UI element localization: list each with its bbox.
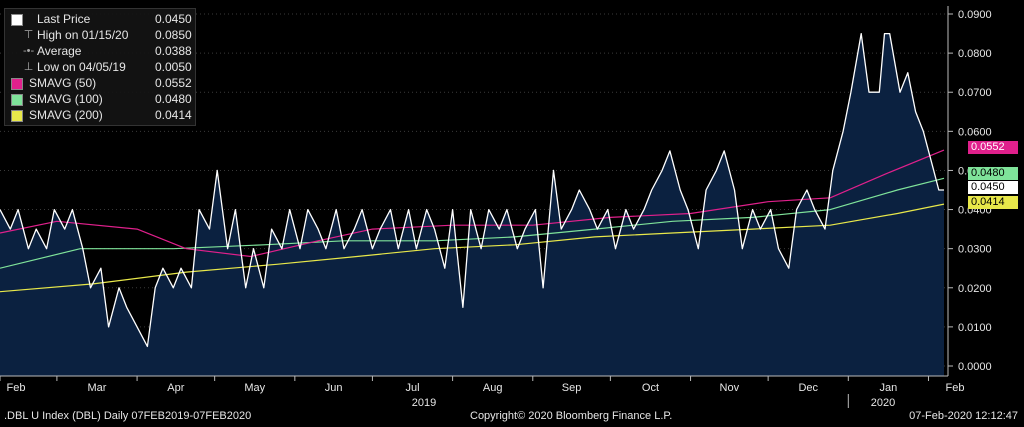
sma200-value-tag: 0.0414: [968, 196, 1018, 209]
legend-value: 0.0388: [155, 44, 192, 58]
legend-sma100: SMAVG (100) 0.0480: [11, 92, 192, 107]
legend-label: Low on 04/05/19: [37, 60, 126, 74]
legend-high: ⊤ High on 01/15/20 0.0850: [11, 28, 192, 43]
legend-label: SMAVG (50): [29, 76, 97, 90]
sma50-line: [0, 149, 945, 258]
legend-sma200: SMAVG (200) 0.0414: [11, 108, 192, 123]
y-tick-label: 0.0200: [958, 283, 992, 295]
legend-value: 0.0850: [155, 28, 192, 42]
y-tick-label: 0.0700: [958, 87, 992, 99]
average-marker-icon: -•-: [23, 45, 35, 57]
legend-value: 0.0480: [155, 92, 192, 106]
legend-label: High on 01/15/20: [37, 28, 129, 42]
legend-last-price: Last Price 0.0450: [11, 12, 192, 27]
year-label: 2019: [412, 397, 436, 409]
last-price-line: [0, 32, 944, 348]
legend-value: 0.0450: [155, 12, 192, 26]
y-tick-label: 0.0300: [958, 244, 992, 256]
last-price-swatch: [11, 14, 23, 26]
low-marker-icon: ⊥: [23, 61, 34, 73]
footer-index-info: .DBL U Index (DBL) Daily 07FEB2019-07FEB…: [4, 410, 252, 422]
y-tick-label: 0.0100: [958, 322, 992, 334]
y-tick-label: 0.0800: [958, 48, 992, 60]
x-tick-label: Oct: [642, 382, 659, 394]
x-tick-label: Aug: [483, 382, 503, 394]
x-axis: Feb Mar Apr May Jun Jul Aug Sep Oct Nov Dec Jan Feb 2…: [0, 375, 965, 409]
legend-average: -•- Average 0.0388: [11, 44, 192, 59]
last-price-area: [0, 33, 944, 376]
x-tick-label: Apr: [167, 382, 184, 394]
legend-label: SMAVG (100): [29, 92, 103, 106]
sma50-swatch: [11, 78, 23, 90]
x-tick-label: May: [244, 382, 265, 394]
area-layer: [0, 33, 944, 376]
sma100-swatch: [11, 94, 23, 106]
sma50-value-tag: 0.0552: [968, 141, 1018, 154]
x-tick-label: Nov: [720, 382, 740, 394]
legend-sma50: SMAVG (50) 0.0552: [11, 76, 192, 91]
last-price-value-tag: 0.0450: [968, 181, 1018, 194]
y-tick-label: 0.0000: [958, 361, 992, 373]
sma200-line: [0, 203, 945, 293]
x-tick-label: Sep: [562, 382, 582, 394]
high-marker-icon: ⊤: [23, 29, 34, 41]
x-tick-label: Jun: [325, 382, 343, 394]
legend-label: Last Price: [37, 12, 91, 26]
legend: Last Price 0.0450 ⊤ High on 01/15/20 0.0…: [4, 8, 196, 126]
sma200-swatch: [11, 110, 23, 122]
lines-layer: [0, 32, 945, 348]
x-tick-label: Mar: [88, 382, 107, 394]
footer-timestamp: 07-Feb-2020 12:12:47: [909, 410, 1018, 422]
x-tick-label: Jul: [405, 382, 419, 394]
x-tick-label: Feb: [7, 382, 26, 394]
footer-copyright: Copyright© 2020 Bloomberg Finance L.P.: [470, 410, 673, 422]
y-tick-label: 0.0900: [958, 9, 992, 21]
x-tick-label: Feb: [946, 382, 965, 394]
legend-value: 0.0552: [155, 76, 192, 90]
legend-value: 0.0050: [155, 60, 192, 74]
legend-label: SMAVG (200): [29, 108, 103, 122]
legend-value: 0.0414: [155, 108, 192, 122]
sma100-value-tag: 0.0480: [968, 167, 1018, 180]
x-tick-label: Dec: [798, 382, 818, 394]
y-tick-label: 0.0600: [958, 126, 992, 138]
legend-label: Average: [37, 44, 82, 58]
year-label: 2020: [871, 397, 895, 409]
x-tick-label: Jan: [880, 382, 898, 394]
legend-low: ⊥ Low on 04/05/19 0.0050: [11, 60, 192, 75]
